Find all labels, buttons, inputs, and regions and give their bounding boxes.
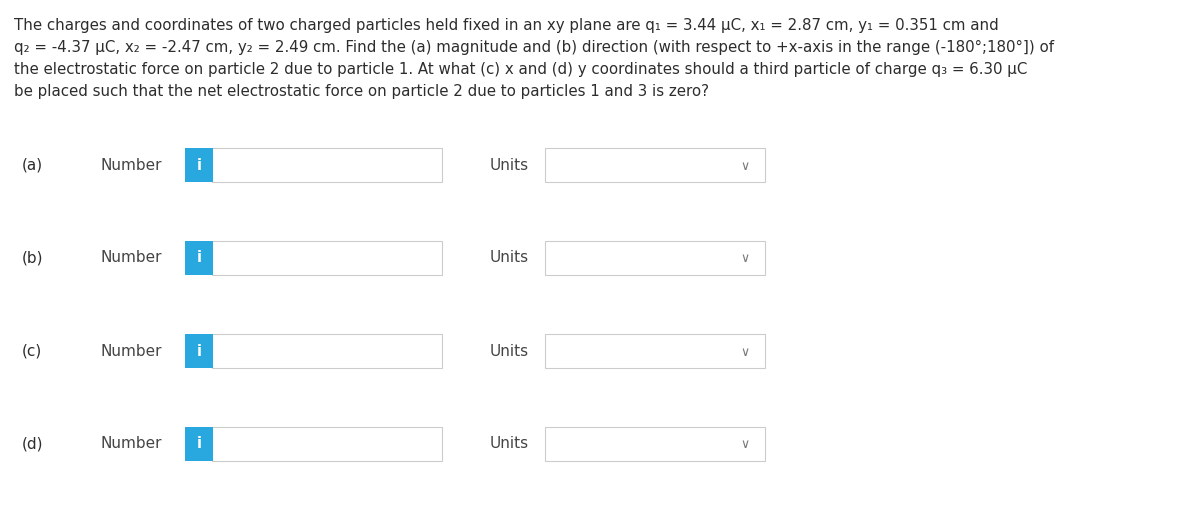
Text: Units: Units: [490, 437, 529, 452]
Text: q₂ = -4.37 μC, x₂ = -2.47 cm, y₂ = 2.49 cm. Find the (a) magnitude and (b) direc: q₂ = -4.37 μC, x₂ = -2.47 cm, y₂ = 2.49 …: [14, 40, 1054, 55]
Bar: [545, 427, 766, 461]
Bar: [212, 148, 442, 182]
Text: (a): (a): [22, 157, 43, 172]
Text: (c): (c): [22, 344, 42, 359]
Text: (b): (b): [22, 250, 43, 266]
Bar: [545, 334, 766, 368]
Text: be placed such that the net electrostatic force on particle 2 due to particles 1: be placed such that the net electrostati…: [14, 84, 709, 99]
Bar: [212, 427, 442, 461]
Text: ∨: ∨: [740, 252, 750, 266]
Text: Number: Number: [100, 250, 162, 266]
Text: Number: Number: [100, 157, 162, 172]
Text: ∨: ∨: [740, 346, 750, 359]
Text: Number: Number: [100, 437, 162, 452]
Bar: [185, 148, 214, 182]
Bar: [185, 427, 214, 461]
Text: ∨: ∨: [740, 159, 750, 172]
Text: i: i: [197, 344, 202, 359]
Bar: [545, 148, 766, 182]
Text: i: i: [197, 157, 202, 172]
Bar: [185, 334, 214, 368]
Text: Units: Units: [490, 344, 529, 359]
Bar: [185, 241, 214, 275]
Text: Number: Number: [100, 344, 162, 359]
Text: Units: Units: [490, 250, 529, 266]
Text: the electrostatic force on particle 2 due to particle 1. At what (c) x and (d) y: the electrostatic force on particle 2 du…: [14, 62, 1027, 77]
Bar: [212, 241, 442, 275]
Text: Units: Units: [490, 157, 529, 172]
Bar: [212, 334, 442, 368]
Text: i: i: [197, 437, 202, 452]
Text: (d): (d): [22, 437, 43, 452]
Text: ∨: ∨: [740, 439, 750, 452]
Text: The charges and coordinates of two charged particles held fixed in an xy plane a: The charges and coordinates of two charg…: [14, 18, 998, 33]
Bar: [545, 241, 766, 275]
Text: i: i: [197, 250, 202, 266]
